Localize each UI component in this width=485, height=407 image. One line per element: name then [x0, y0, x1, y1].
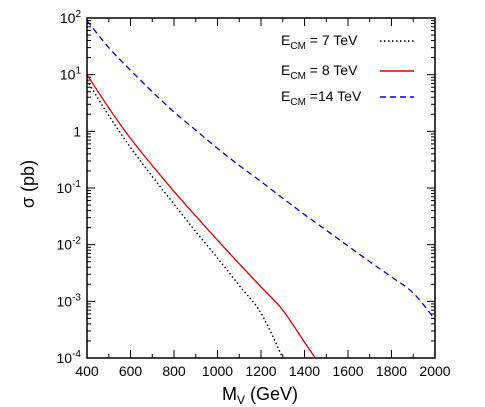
series-layer — [87, 20, 435, 358]
series-line-3 — [87, 20, 435, 320]
y-tick-label: 101 — [60, 66, 82, 83]
x-tick-label: 1200 — [245, 363, 276, 379]
y-tick-label: 10-3 — [57, 292, 82, 309]
x-tick-label: 1800 — [376, 363, 407, 379]
x-tick-label: 600 — [119, 363, 143, 379]
x-tick-label: 800 — [162, 363, 186, 379]
x-axis-label-unit: (GeV) — [250, 384, 298, 404]
plot-frame — [86, 17, 436, 359]
x-axis-label-sub: V — [237, 393, 245, 407]
y-tick-label: 10-1 — [57, 179, 82, 196]
y-tick-label: 1 — [73, 123, 81, 139]
y-tick-label: 102 — [60, 9, 82, 26]
x-axis-label-main: M — [222, 384, 237, 404]
legend-label-2: ECM = 8 TeV — [281, 62, 358, 82]
x-tick-label: 1600 — [332, 363, 363, 379]
x-tick-label: 1000 — [202, 363, 233, 379]
series-line-1 — [87, 80, 284, 358]
x-tick-label: 400 — [75, 363, 99, 379]
x-axis-label: MV (GeV) — [222, 384, 298, 407]
series-line-2 — [87, 74, 316, 358]
legend-label-1: ECM = 7 TeV — [281, 32, 358, 52]
legend: ECM = 7 TeV ECM = 8 TeV ECM =14 TeV — [281, 32, 414, 108]
legend-label-3: ECM =14 TeV — [281, 88, 362, 108]
y-axis-label: σ (pb) — [18, 160, 38, 208]
tick-labels: 400 600 800 1000 1200 1400 1600 1800 2000 102 101 1… — [57, 9, 451, 379]
x-tick-label: 2000 — [419, 363, 450, 379]
axis-ticks — [86, 17, 436, 359]
y-tick-label: 10-2 — [57, 236, 82, 253]
y-tick-label: 10-4 — [57, 349, 82, 366]
x-tick-label: 1400 — [289, 363, 320, 379]
